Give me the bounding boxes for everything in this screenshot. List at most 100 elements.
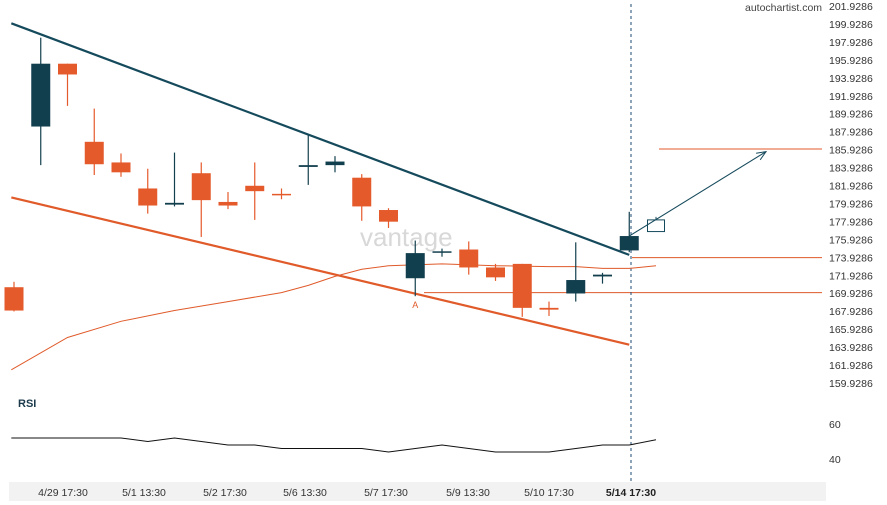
candle-body [84, 141, 104, 165]
x-axis-band [9, 482, 826, 501]
candle [379, 208, 398, 228]
candle-body [379, 210, 398, 222]
price-tick-label: 167.9286 [829, 306, 873, 318]
candle [165, 152, 184, 207]
forecast-arrow [628, 151, 767, 237]
time-axis: 4/29 17:30 5/1 13:30 5/2 17:30 5/6 13:30 5/7… [38, 487, 656, 499]
candle [619, 211, 639, 253]
price-tick-label: 199.9286 [829, 19, 873, 31]
vantage-watermark: vantage [360, 222, 453, 252]
price-tick-label: 177.9286 [829, 216, 873, 228]
candle [593, 272, 612, 284]
candle [245, 162, 265, 220]
support-trendline [11, 196, 630, 346]
rsi-line [11, 437, 657, 453]
time-tick-label: 5/1 13:30 [122, 487, 166, 499]
candle [486, 263, 505, 281]
candle [432, 248, 452, 257]
candle-body [31, 63, 51, 127]
price-tick-label: 193.9286 [829, 73, 873, 85]
candle-body [218, 201, 238, 206]
time-tick-label: 5/2 17:30 [203, 487, 247, 499]
price-tick-label: 169.9286 [829, 288, 873, 300]
candle-body [619, 236, 639, 251]
candle-body [245, 185, 265, 192]
candle [566, 242, 586, 302]
price-tick-label: 163.9286 [829, 342, 873, 354]
candle [191, 162, 211, 237]
candle [58, 63, 77, 106]
candle [298, 135, 318, 185]
price-tick-label: 159.9286 [829, 378, 873, 390]
candle-body [486, 267, 505, 278]
price-tick-label: 189.9286 [829, 109, 873, 121]
candle [405, 240, 425, 297]
price-tick-label: 175.9286 [829, 234, 873, 246]
rsi-axis: 60 40 [829, 419, 841, 466]
time-tick-label: 5/10 17:30 [524, 487, 574, 499]
candle [539, 301, 559, 316]
time-tick-label: 5/7 17:30 [364, 487, 408, 499]
rsi-label: RSI [18, 398, 36, 410]
price-tick-label: 173.9286 [829, 252, 873, 264]
price-tick-label: 191.9286 [829, 91, 873, 103]
candle-body [272, 193, 291, 196]
candle-body [165, 202, 184, 205]
price-tick-label: 201.9286 [829, 1, 873, 13]
price-tick-label: 195.9286 [829, 55, 873, 67]
candle-body [539, 307, 559, 310]
candle-body [325, 161, 345, 166]
candle [512, 263, 532, 317]
candle-body [566, 280, 586, 294]
candle [84, 108, 104, 176]
candle [31, 37, 51, 166]
candle [352, 174, 372, 221]
candle [138, 168, 158, 214]
price-tick-label: 179.9286 [829, 198, 873, 210]
candle [272, 188, 291, 200]
time-tick-label: 5/14 17:30 [606, 487, 656, 499]
time-tick-label: 4/29 17:30 [38, 487, 88, 499]
candle-body [512, 263, 532, 308]
pattern-point-label: A [412, 300, 418, 310]
candle-body [298, 165, 318, 167]
rsi-pane [11, 437, 657, 453]
price-tick-label: 197.9286 [829, 37, 873, 49]
candle [218, 192, 238, 210]
rsi-tick-label: 60 [829, 419, 841, 431]
candle [459, 241, 479, 275]
candle-body [138, 188, 158, 206]
price-tick-label: 171.9286 [829, 270, 873, 282]
candles [4, 37, 639, 317]
candle-body [58, 63, 77, 75]
brand-label[interactable]: autochartist.com [745, 2, 822, 14]
price-tick-label: 183.9286 [829, 163, 873, 175]
candle [4, 281, 24, 312]
price-tick-label: 181.9286 [829, 181, 873, 193]
time-tick-label: 5/9 13:30 [446, 487, 490, 499]
resistance-trendline [10, 22, 630, 256]
projected-candle [647, 219, 665, 233]
candle [111, 153, 131, 177]
moving-average-line [11, 263, 657, 371]
forecast-arrow-head [756, 150, 768, 161]
candle-body [405, 253, 425, 279]
time-tick-label: 5/6 13:30 [283, 487, 327, 499]
price-levels [424, 4, 822, 482]
candle-body [352, 177, 372, 207]
price-tick-label: 185.9286 [829, 145, 873, 157]
candle-body [593, 274, 612, 277]
trendlines [10, 22, 657, 371]
price-tick-label: 165.9286 [829, 324, 873, 336]
candle-body [459, 249, 479, 268]
price-tick-label: 187.9286 [829, 127, 873, 139]
candle-body [432, 251, 452, 253]
overlay: A [412, 150, 768, 310]
candle-body [4, 287, 24, 311]
candle-body [111, 162, 131, 173]
price-tick-label: 161.9286 [829, 360, 873, 372]
rsi-tick-label: 40 [829, 454, 841, 466]
price-axis: 201.9286 199.9286 197.9286 195.9286 193.9286… [829, 1, 873, 390]
candle-body [191, 173, 211, 201]
